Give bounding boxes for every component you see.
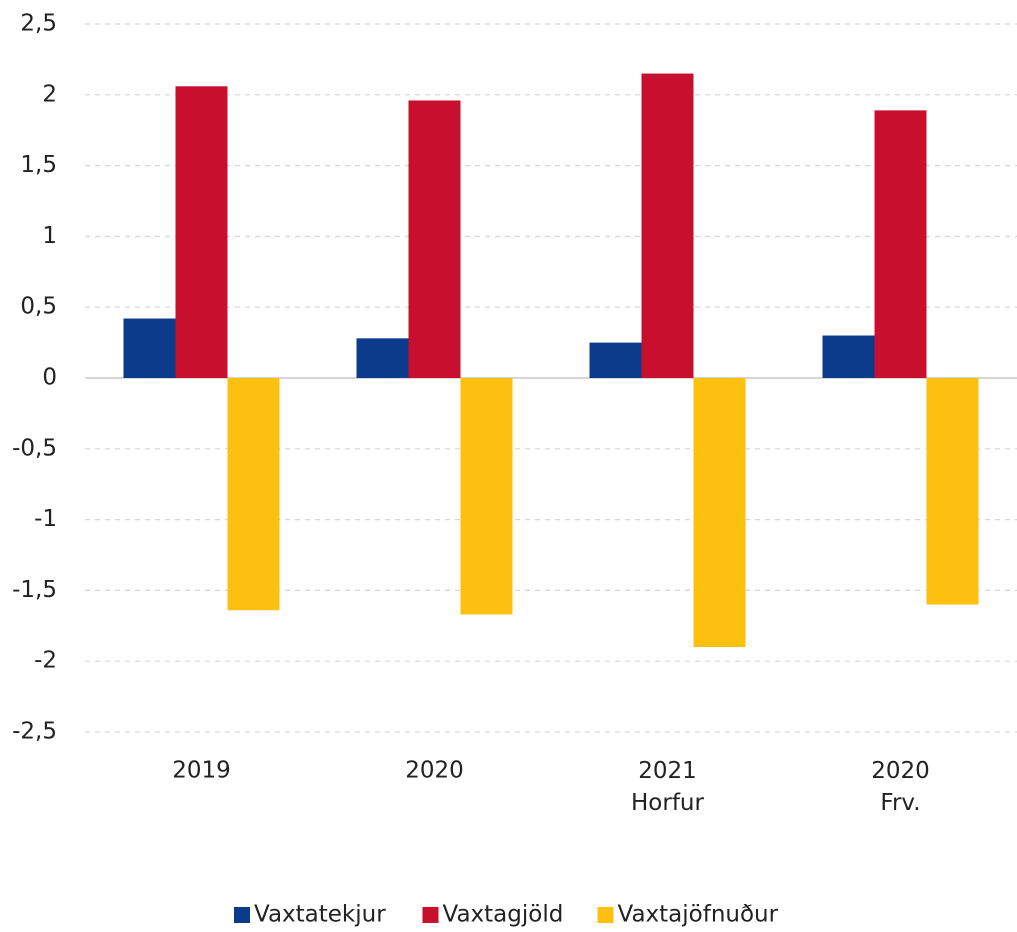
bar [123,318,176,378]
y-tick-label: 2,5 [20,11,57,37]
x-tick-label: 2020 Frv. [871,758,930,816]
y-tick-label: -2 [34,648,57,674]
legend-label: Vaxtagjöld [443,902,564,928]
y-tick-label: 0 [42,365,57,391]
y-tick-label: 2 [42,81,57,107]
legend-label: Vaxtajöfnuður [618,902,779,928]
bar [874,110,927,378]
x-tick-label: 2020 [405,758,464,784]
y-tick-label: -2,5 [12,719,57,745]
y-tick-label: -0,5 [12,435,57,461]
x-tick-label: 2019 [172,758,231,784]
bar [175,86,228,378]
y-tick-label: 0,5 [20,294,57,320]
y-tick-label: -1,5 [12,577,57,603]
y-tick-label: 1 [42,223,57,249]
legend-swatch [234,907,250,923]
legend-swatch [422,907,439,923]
bar [356,338,409,378]
y-tick-label: 1,5 [20,152,57,178]
bar [589,342,642,378]
bar [693,378,746,648]
legend-swatch [597,907,614,923]
bar [641,73,694,378]
bar [926,378,979,605]
y-tick-label: -1 [34,506,57,532]
bar [460,378,513,615]
bar [822,335,875,378]
bar [408,100,461,379]
legend-label: Vaxtatekjur [254,902,386,928]
x-tick-label: 2021 Horfur [631,758,704,816]
bar [227,378,280,611]
